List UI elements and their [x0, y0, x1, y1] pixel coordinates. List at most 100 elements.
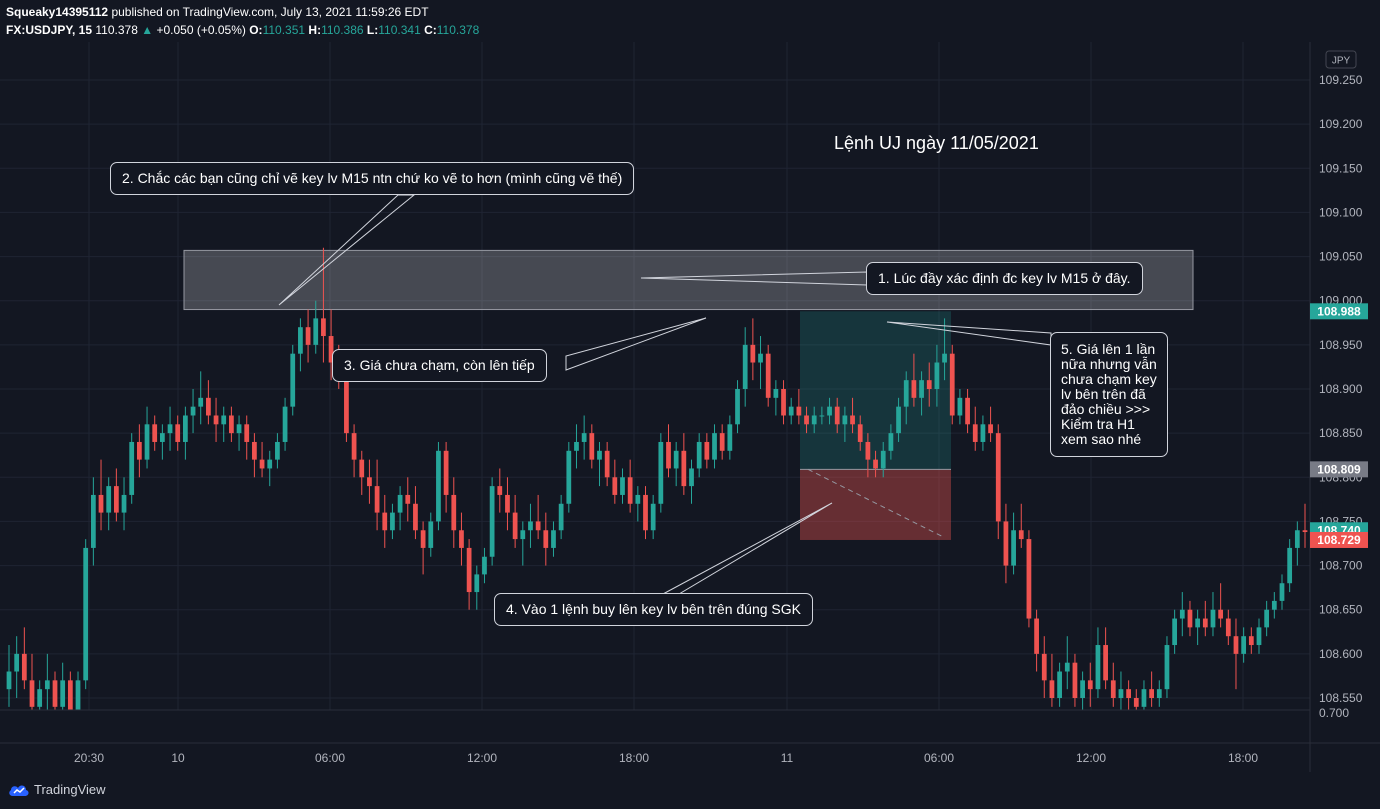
- candle: [1241, 627, 1247, 663]
- price-change: +0.050 (+0.05%): [156, 23, 246, 37]
- candle: [121, 477, 127, 531]
- callout-note-1[interactable]: 1. Lúc đầy xác định đc key lv M15 ở đây.: [866, 262, 1143, 295]
- candle: [459, 512, 464, 566]
- long-position-loss-zone[interactable]: [800, 469, 951, 540]
- candle: [735, 380, 740, 434]
- candle: [1126, 680, 1131, 710]
- candle: [98, 459, 104, 531]
- chart-title: Lệnh UJ ngày 11/05/2021: [834, 133, 1039, 153]
- price-tick-label: 108.650: [1319, 603, 1363, 617]
- candle: [113, 468, 119, 522]
- candle: [620, 468, 625, 504]
- close-value: 110.378: [436, 23, 480, 37]
- candle: [650, 494, 656, 540]
- currency-button[interactable]: JPY: [1325, 50, 1357, 69]
- price-chart[interactable]: 109.250109.200109.150109.100109.050109.0…: [0, 42, 1380, 772]
- time-tick-label: 10: [171, 751, 185, 765]
- candle: [696, 433, 702, 478]
- svg-text:JPY: JPY: [1332, 56, 1351, 67]
- candle: [367, 459, 372, 504]
- candle: [1118, 671, 1124, 710]
- last-price: 110.378: [95, 23, 138, 37]
- axis-price-label: 108.809: [1310, 461, 1368, 478]
- high-value: 110.386: [321, 23, 364, 37]
- symbol-name[interactable]: FX:USDJPY, 15: [6, 23, 93, 37]
- price-tick-label: 109.050: [1319, 250, 1363, 264]
- candle: [673, 441, 679, 487]
- candle: [658, 433, 664, 513]
- candle: [773, 380, 779, 416]
- candle: [942, 318, 947, 381]
- candle: [719, 424, 725, 460]
- candle: [1141, 680, 1147, 710]
- price-tick-label: 108.550: [1319, 691, 1363, 705]
- time-tick-label: 11: [781, 751, 794, 765]
- candle: [229, 406, 234, 442]
- candle: [405, 477, 411, 522]
- published-text: published on TradingView.com, July 13, 2…: [111, 5, 429, 19]
- candle: [1218, 583, 1224, 628]
- axis-price-label: 108.729: [1310, 531, 1368, 548]
- candle: [1011, 512, 1016, 575]
- candle: [765, 344, 771, 407]
- svg-text:108.809: 108.809: [1317, 462, 1361, 476]
- candle: [704, 433, 710, 469]
- candle: [290, 344, 296, 416]
- candle: [175, 415, 181, 451]
- time-axis[interactable]: 20:30 10 06:00 12:00 18:00 11 06:00 12:00 18:00: [74, 751, 1258, 765]
- candle: [551, 521, 556, 557]
- candle: [298, 318, 303, 372]
- candle: [428, 512, 434, 557]
- callout-note-5[interactable]: 5. Giá lên 1 lần nữa nhưng vẫn chưa chạm…: [1050, 332, 1168, 457]
- candle: [14, 636, 20, 698]
- candle: [666, 424, 671, 478]
- candle: [1095, 627, 1101, 698]
- candle: [896, 397, 901, 442]
- candle: [980, 415, 986, 451]
- candle: [1149, 671, 1155, 707]
- candle: [934, 344, 940, 407]
- candle: [282, 397, 288, 451]
- candle: [589, 424, 595, 469]
- candle: [489, 477, 495, 566]
- author-name[interactable]: Squeaky14395112: [6, 5, 109, 19]
- high-label: H:: [308, 23, 322, 37]
- candle: [152, 415, 158, 451]
- callout-note-2[interactable]: 2. Chắc các bạn cũng chỉ vẽ key lv M15 n…: [110, 162, 635, 195]
- callout-note-3[interactable]: 3. Giá chưa chạm, còn lên tiếp: [332, 349, 547, 382]
- candle: [83, 539, 89, 690]
- svg-text:108.988: 108.988: [1317, 304, 1361, 318]
- time-tick-label: 06:00: [924, 751, 954, 765]
- lower-pane-tick-label: 0.700: [1319, 706, 1349, 720]
- candle: [1103, 627, 1108, 690]
- candle: [635, 486, 641, 522]
- candle: [1287, 539, 1293, 593]
- candle: [44, 653, 50, 710]
- candle: [520, 521, 526, 566]
- callout-3-pointer: [565, 317, 707, 371]
- candle: [965, 389, 970, 434]
- candle: [1003, 503, 1009, 584]
- price-tick-label: 108.900: [1319, 382, 1363, 396]
- tradingview-brand: TradingView: [34, 782, 106, 797]
- price-axis[interactable]: 109.250109.200109.150109.100109.050109.0…: [1319, 73, 1363, 705]
- candle: [1264, 600, 1270, 637]
- time-tick-label: 12:00: [1076, 751, 1106, 765]
- candle: [275, 433, 280, 469]
- candles: [6, 247, 1308, 710]
- candle: [1133, 689, 1139, 710]
- callout-note-4[interactable]: 4. Vào 1 lệnh buy lên key lv bên trên đú…: [494, 593, 813, 626]
- candle: [911, 353, 917, 407]
- candle: [535, 494, 541, 540]
- long-position-profit-zone[interactable]: [800, 311, 951, 470]
- candle: [1064, 636, 1070, 690]
- candle: [497, 468, 503, 513]
- open-value: 110.351: [262, 23, 306, 37]
- candle: [819, 406, 825, 425]
- tradingview-logo[interactable]: TradingView: [8, 782, 106, 797]
- candle: [1087, 662, 1093, 707]
- candle: [236, 415, 242, 451]
- candle: [727, 415, 733, 460]
- time-tick-label: 06:00: [315, 751, 345, 765]
